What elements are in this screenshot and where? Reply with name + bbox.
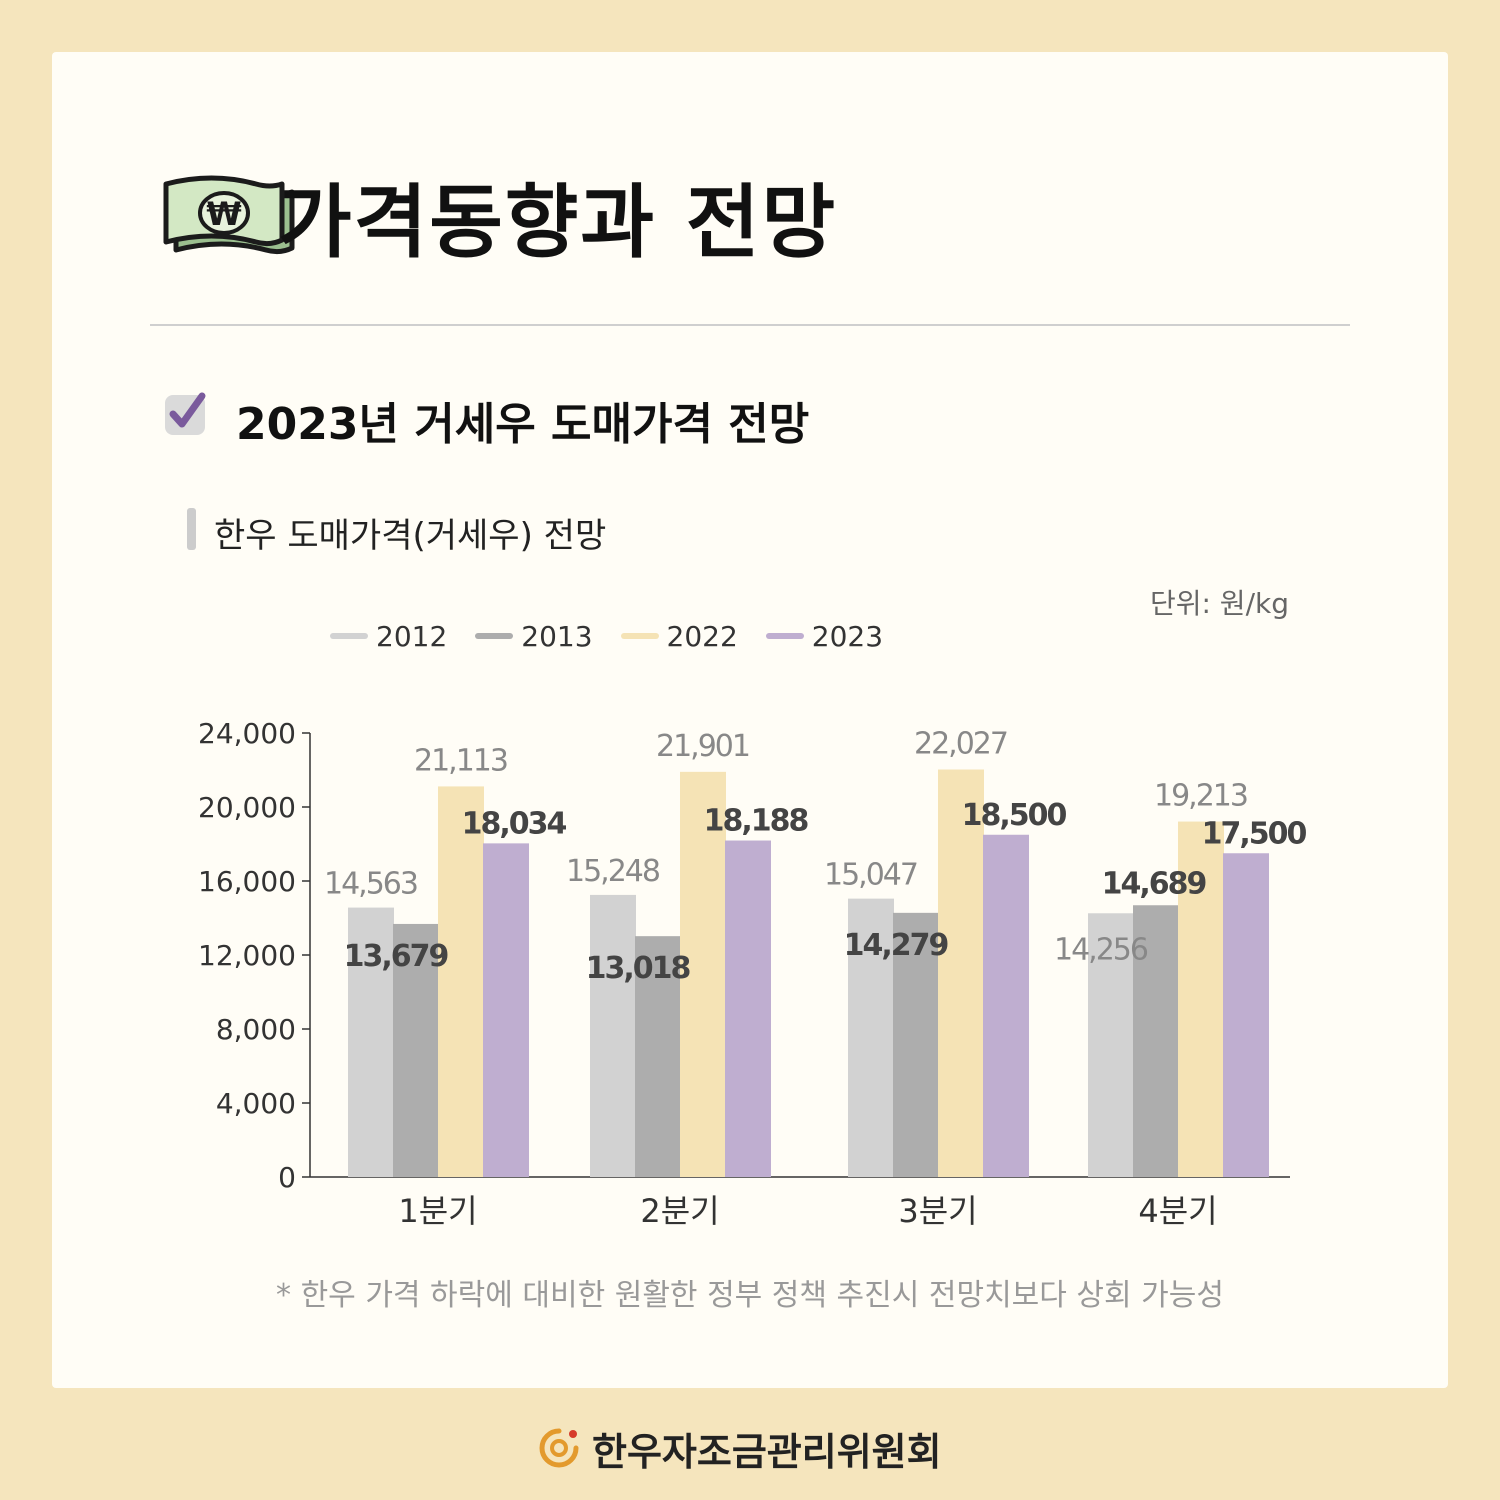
data-label-2013-q3: 14,279 [844,928,948,963]
data-label-2023-q4: 17,500 [1202,816,1307,851]
bar-2013-q2 [635,936,681,1177]
bar-2012-q2 [590,894,636,1177]
bar-2012-q4 [1088,913,1134,1177]
legend-swatch [475,633,514,639]
data-label-2013-q2: 13,018 [586,951,691,986]
data-label-2022-q2: 21,901 [656,729,749,764]
legend-label: 2012 [376,619,448,653]
legend-swatch [620,633,659,639]
data-label-2013-q1: 13,679 [344,939,448,974]
footnote: * 한우 가격 하락에 대비한 원활한 정부 정책 추진시 전망치보다 상회 가… [276,1278,1224,1313]
page-title: 가격동향과 전망 [278,176,838,269]
bar-2012-q1 [348,907,394,1177]
data-label-2013-q4: 14,689 [1102,866,1206,901]
legend-item-2023: 2023 [765,619,884,653]
y-tick-label: 8,000 [216,1013,296,1046]
data-label-2022-q1: 21,113 [414,743,507,778]
subtitle-marker [187,508,196,550]
y-tick-label: 16,000 [198,865,296,898]
data-label-2012-q3: 15,047 [824,858,917,893]
data-label-2022-q4: 19,213 [1154,779,1247,814]
data-label-2012-q1: 14,563 [324,867,417,902]
unit-label: 단위: 원/kg [1149,587,1289,620]
brand-name: 한우자조금관리위원회 [592,1429,942,1474]
chart-subtitle: 한우 도매가격(거세우) 전망 [214,516,607,556]
legend-label: 2013 [521,619,593,653]
data-label-2023-q2: 18,188 [704,804,809,839]
bar-2013-q1 [393,923,439,1177]
legend-item-2013: 2013 [475,619,593,653]
bar-2023-q2 [725,840,771,1177]
bar-2013-q4 [1133,905,1179,1177]
y-tick-label: 4,000 [216,1087,296,1120]
bar-2022-q3 [938,769,984,1177]
bar-2013-q3 [893,912,939,1177]
hanwoo-logo-icon [539,1428,579,1468]
legend-label: 2022 [666,619,738,653]
bar-2023-q1 [483,843,529,1177]
bar-2012-q3 [848,898,894,1177]
data-label-2023-q1: 18,034 [462,806,567,841]
x-category-label: 3분기 [898,1192,977,1230]
won-symbol: ₩ [206,195,241,233]
bar-2022-q4 [1178,821,1224,1177]
y-tick-label: 20,000 [198,791,296,824]
data-label-2022-q3: 22,027 [914,727,1007,762]
bar-2023-q3 [983,834,1029,1177]
brand: 한우자조금관리위원회 [536,1418,942,1478]
chart-legend: 2012 2013 2022 2023 [330,618,883,654]
legend-swatch [765,633,804,639]
legend-item-2022: 2022 [620,619,738,653]
x-category-label: 2분기 [640,1192,719,1230]
y-tick-label: 0 [278,1161,296,1194]
legend-label: 2023 [811,619,884,653]
money-bill-won-icon: ₩ [163,175,295,255]
y-tick-label: 12,000 [198,939,296,972]
bar-2022-q2 [680,771,726,1177]
bar-2023-q4 [1223,853,1269,1177]
legend-swatch [330,633,368,639]
bar-2022-q1 [438,786,484,1177]
section-title: 2023년 거세우 도매가격 전망 [236,399,810,450]
data-label-2012-q2: 15,248 [566,854,660,889]
y-tick-label: 24,000 [198,717,296,750]
title-divider [150,324,1350,326]
legend-item-2012: 2012 [330,620,447,653]
data-label-2012-q4: 14,256 [1054,932,1148,967]
checkbox-checked-icon [165,392,206,435]
data-label-2023-q3: 18,500 [962,798,1067,833]
x-category-label: 1분기 [398,1192,477,1230]
x-category-label: 4분기 [1138,1192,1217,1230]
